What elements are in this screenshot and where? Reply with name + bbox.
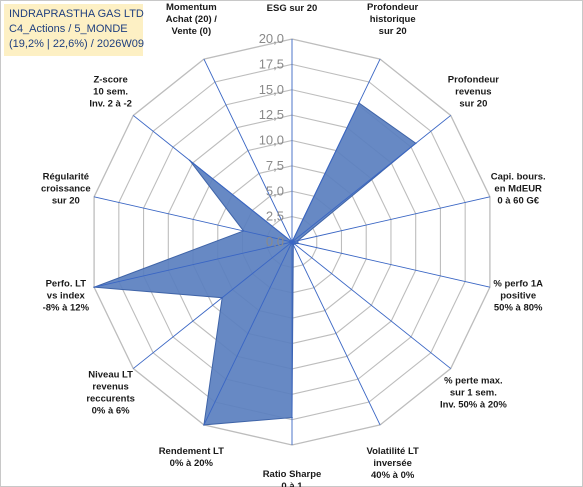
axis-spoke: [203, 241, 293, 426]
axis-spoke: [203, 58, 293, 243]
axis-label: % perte max. sur 1 sem. Inv. 50% à 20%: [440, 375, 507, 410]
axis-label: Ratio Sharpe 0 à 1: [263, 469, 322, 487]
axis-label: NoteESG sur 20: [267, 0, 318, 14]
axis-label-line: Rendement LT: [159, 446, 224, 457]
axis-spoke: [93, 241, 293, 288]
axis-label-line: % perte max.: [444, 375, 503, 386]
axis-label-line: Niveau LT: [88, 369, 133, 380]
axis-label-line: Z-score: [93, 75, 127, 86]
axis-spoke: [133, 115, 293, 243]
axis-label-line: Profondeur: [448, 75, 499, 86]
axis-label-line: Volatilité LT: [366, 446, 419, 457]
axis-label-line: revenus: [92, 381, 128, 392]
radial-tick-label: 10,0: [259, 133, 284, 148]
radial-tick-label: 20,0: [259, 31, 284, 46]
axis-label-line: reccurents: [86, 393, 135, 404]
axis-label-line: 40% à 0%: [371, 470, 415, 481]
axis-spoke: [93, 196, 293, 243]
axis-label-line: Régularité: [43, 171, 89, 182]
axis-label: Z-score 10 sem. Inv. 2 à -2: [89, 75, 132, 110]
axis-label: Niveau LT revenus reccurents 0% à 6%: [86, 369, 135, 416]
axis-label-line: vs index: [47, 291, 86, 302]
axis-label-line: croissance: [41, 183, 91, 194]
axis-label-line: Achat (20) /: [166, 14, 218, 25]
chart-title-category: C4_Actions / 5_MONDE: [9, 23, 128, 35]
axis-label-line: 50% à 80%: [494, 303, 543, 314]
axis-spoke: [291, 196, 491, 243]
axis-label-line: sur 20: [459, 99, 487, 110]
axis-spoke: [291, 241, 491, 288]
axis-label: Profondeur revenus sur 20: [448, 75, 499, 110]
radial-tick-label: 15,0: [259, 82, 284, 97]
axis-label-line: Profondeur: [367, 2, 418, 13]
axis-label-line: Capi. bours.: [491, 171, 546, 182]
axis-label-line: en MdEUR: [494, 183, 542, 194]
axis-label-line: ESG sur 20: [267, 3, 318, 14]
axis-label: Volatilité LT inversée 40% à 0%: [366, 446, 419, 481]
axis-label-line: sur 20: [52, 195, 80, 206]
axis-label-line: sur 20: [379, 26, 407, 37]
axis-label: Régularité croissance sur 20: [41, 171, 91, 206]
axis-label-line: positive: [500, 291, 536, 302]
axis-label-line: sur 1 sem.: [450, 387, 497, 398]
axis-label-line: -8% à 12%: [43, 303, 90, 314]
axis-label-line: revenus: [455, 87, 491, 98]
axis-spoke: [291, 58, 381, 243]
radial-tick-label: 0,0: [266, 234, 284, 249]
axis-label-line: 0 à 1: [281, 481, 303, 487]
axis-label-line: 10 sem.: [93, 87, 128, 98]
radial-tick-label: 5,0: [266, 183, 284, 198]
radial-tick-label: 2,5: [266, 209, 284, 224]
axis-label-line: 0% à 6%: [92, 405, 131, 416]
axis-label-line: historique: [370, 14, 416, 25]
axis-label: Perfo. LT vs index -8% à 12%: [43, 279, 90, 314]
chart-title-company: INDRAPRASTHA GAS LTD: [9, 8, 144, 20]
chart-title-stats: (19,2% | 22,6%) / 2026W09: [9, 38, 144, 50]
axis-spoke: [291, 241, 451, 369]
axis-spoke: [291, 115, 451, 243]
axis-label-line: % perfo 1A: [493, 279, 543, 290]
axis-spoke: [291, 241, 381, 426]
axis-label-line: Momentum: [166, 2, 217, 13]
axis-label: Momentum Achat (20) / Vente (0): [166, 2, 218, 37]
axis-label: Capi. bours. en MdEUR 0 à 60 G€: [491, 171, 546, 206]
axis-label-line: Perfo. LT: [46, 279, 87, 290]
axis-label: % perfo 1A positive 50% à 80%: [493, 279, 543, 314]
axis-label-line: Inv. 2 à -2: [89, 99, 132, 110]
chart-title-box: INDRAPRASTHA GAS LTD C4_Actions / 5_MOND…: [4, 4, 144, 56]
axis-spoke: [133, 241, 293, 369]
axis-label-line: Vente (0): [172, 26, 212, 37]
axis-label-line: inversée: [373, 458, 412, 469]
axis-label-line: 0% à 20%: [170, 458, 214, 469]
axis-label: Rendement LT 0% à 20%: [159, 446, 224, 469]
radial-tick-label: 17,5: [259, 56, 284, 71]
axis-label-line: 0 à 60 G€: [497, 195, 539, 206]
axis-label: Profondeur historique sur 20: [367, 2, 418, 37]
axis-label-line: Note: [281, 0, 302, 2]
radial-tick-label: 7,5: [266, 158, 284, 173]
radial-tick-label: 12,5: [259, 107, 284, 122]
axis-label-line: Ratio Sharpe: [263, 469, 322, 480]
axis-label-line: Inv. 50% à 20%: [440, 399, 507, 410]
